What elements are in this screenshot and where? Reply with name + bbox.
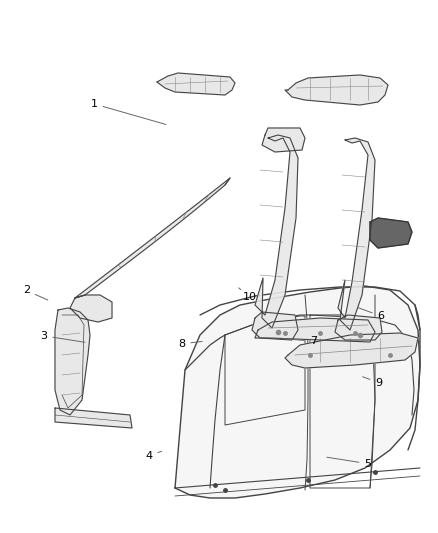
Text: 1: 1 <box>91 99 166 125</box>
Text: 3: 3 <box>40 331 85 342</box>
Polygon shape <box>55 408 132 428</box>
Text: 7: 7 <box>283 336 317 346</box>
Text: 2: 2 <box>23 286 48 300</box>
Text: 8: 8 <box>178 339 202 349</box>
Polygon shape <box>255 135 298 328</box>
Polygon shape <box>262 128 305 152</box>
Polygon shape <box>370 218 412 248</box>
Polygon shape <box>70 295 112 322</box>
Polygon shape <box>75 178 230 298</box>
Text: 6: 6 <box>357 308 385 321</box>
Polygon shape <box>335 315 382 340</box>
Polygon shape <box>175 286 420 498</box>
Polygon shape <box>157 73 235 95</box>
Polygon shape <box>285 75 388 105</box>
Text: 9: 9 <box>363 377 382 387</box>
Polygon shape <box>55 308 90 415</box>
Polygon shape <box>338 138 375 330</box>
Polygon shape <box>252 312 298 340</box>
Text: 5: 5 <box>327 457 371 469</box>
Polygon shape <box>285 333 418 368</box>
Text: 4: 4 <box>145 451 162 461</box>
Text: 10: 10 <box>239 288 257 302</box>
Polygon shape <box>255 318 375 342</box>
